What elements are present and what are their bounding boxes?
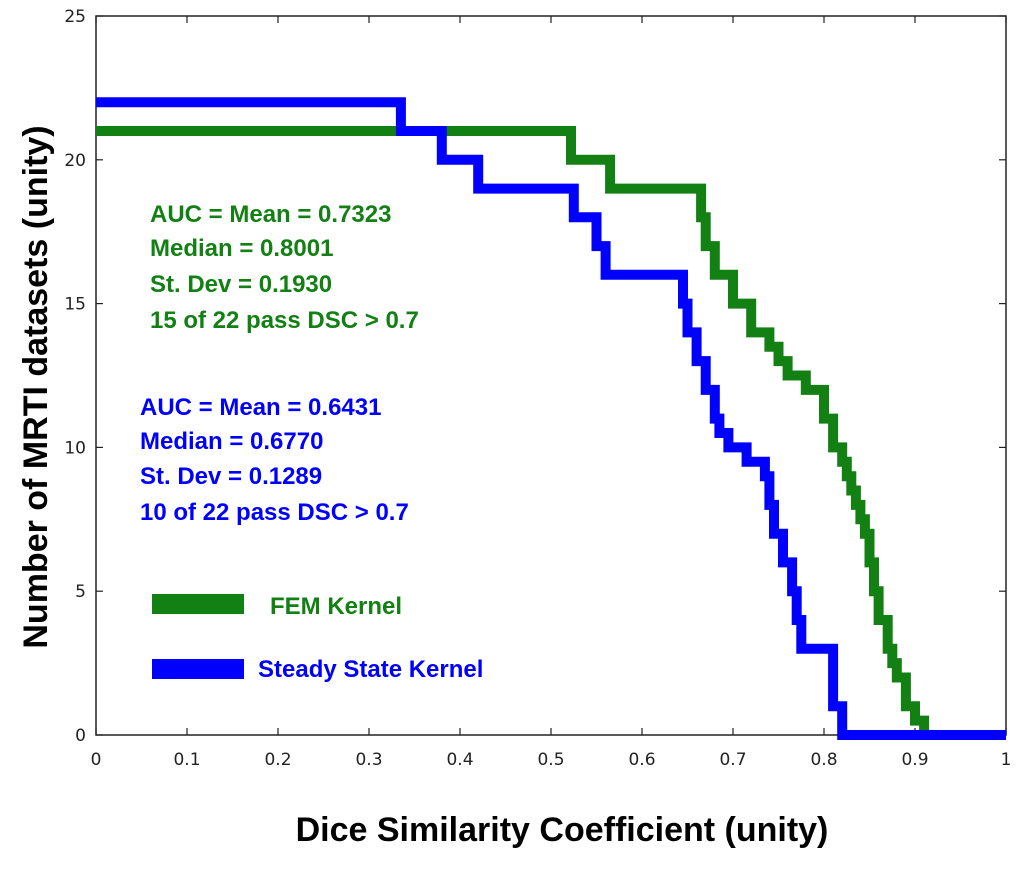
fem-stats-line: St. Dev = 0.1930 bbox=[150, 271, 332, 298]
x-tick-label: 0.8 bbox=[810, 750, 837, 770]
x-axis-title: Dice Similarity Coefficient (unity) bbox=[296, 811, 829, 849]
plot-area bbox=[95, 15, 1007, 736]
x-tick-label: 0.9 bbox=[901, 750, 928, 770]
legend: FEM Kernel Steady State Kernel bbox=[152, 593, 483, 683]
x-axis-ticks: 0 0.1 0.2 0.3 0.4 0.5 0.6 0.7 0.8 0.9 1 bbox=[91, 16, 1012, 770]
statistics-annotations: AUC = Mean = 0.7323 Median = 0.8001 St. … bbox=[140, 201, 419, 526]
y-tick-label: 5 bbox=[75, 582, 86, 602]
x-tick-label: 0.6 bbox=[628, 750, 655, 770]
x-tick-label: 0.3 bbox=[355, 750, 382, 770]
x-tick-label: 0 bbox=[91, 750, 102, 770]
legend-label-steady-state: Steady State Kernel bbox=[258, 656, 483, 683]
legend-swatch-fem bbox=[152, 594, 244, 614]
series-lines bbox=[96, 97, 1006, 740]
series-line-steady-state-kernel bbox=[96, 97, 1006, 740]
x-tick-label: 0.4 bbox=[446, 750, 473, 770]
y-tick-label: 10 bbox=[64, 438, 86, 458]
legend-label-fem: FEM Kernel bbox=[270, 593, 402, 620]
ss-stats-line: 10 of 22 pass DSC > 0.7 bbox=[140, 499, 409, 526]
y-tick-label: 0 bbox=[75, 726, 86, 746]
x-tick-label: 0.5 bbox=[537, 750, 564, 770]
fem-stats-line: AUC = Mean = 0.7323 bbox=[150, 201, 391, 228]
x-tick-label: 0.7 bbox=[719, 750, 746, 770]
y-tick-label: 20 bbox=[64, 151, 86, 171]
legend-swatch-steady-state bbox=[152, 659, 244, 679]
x-tick-label: 0.2 bbox=[264, 750, 291, 770]
ss-stats-line: Median = 0.6770 bbox=[140, 428, 323, 455]
x-tick-label: 1 bbox=[1001, 750, 1012, 770]
x-tick-label: 0.1 bbox=[173, 750, 200, 770]
fem-stats-line: 15 of 22 pass DSC > 0.7 bbox=[150, 307, 419, 334]
ss-stats-line: AUC = Mean = 0.6431 bbox=[140, 394, 381, 421]
ss-stats-line: St. Dev = 0.1289 bbox=[140, 463, 322, 490]
fem-stats-line: Median = 0.8001 bbox=[150, 235, 333, 262]
y-tick-label: 25 bbox=[64, 7, 86, 27]
y-axis-title: Number of MRTI datasets (unity) bbox=[17, 125, 55, 648]
y-tick-label: 15 bbox=[64, 295, 86, 315]
series-line-fem-kernel bbox=[96, 126, 1006, 740]
